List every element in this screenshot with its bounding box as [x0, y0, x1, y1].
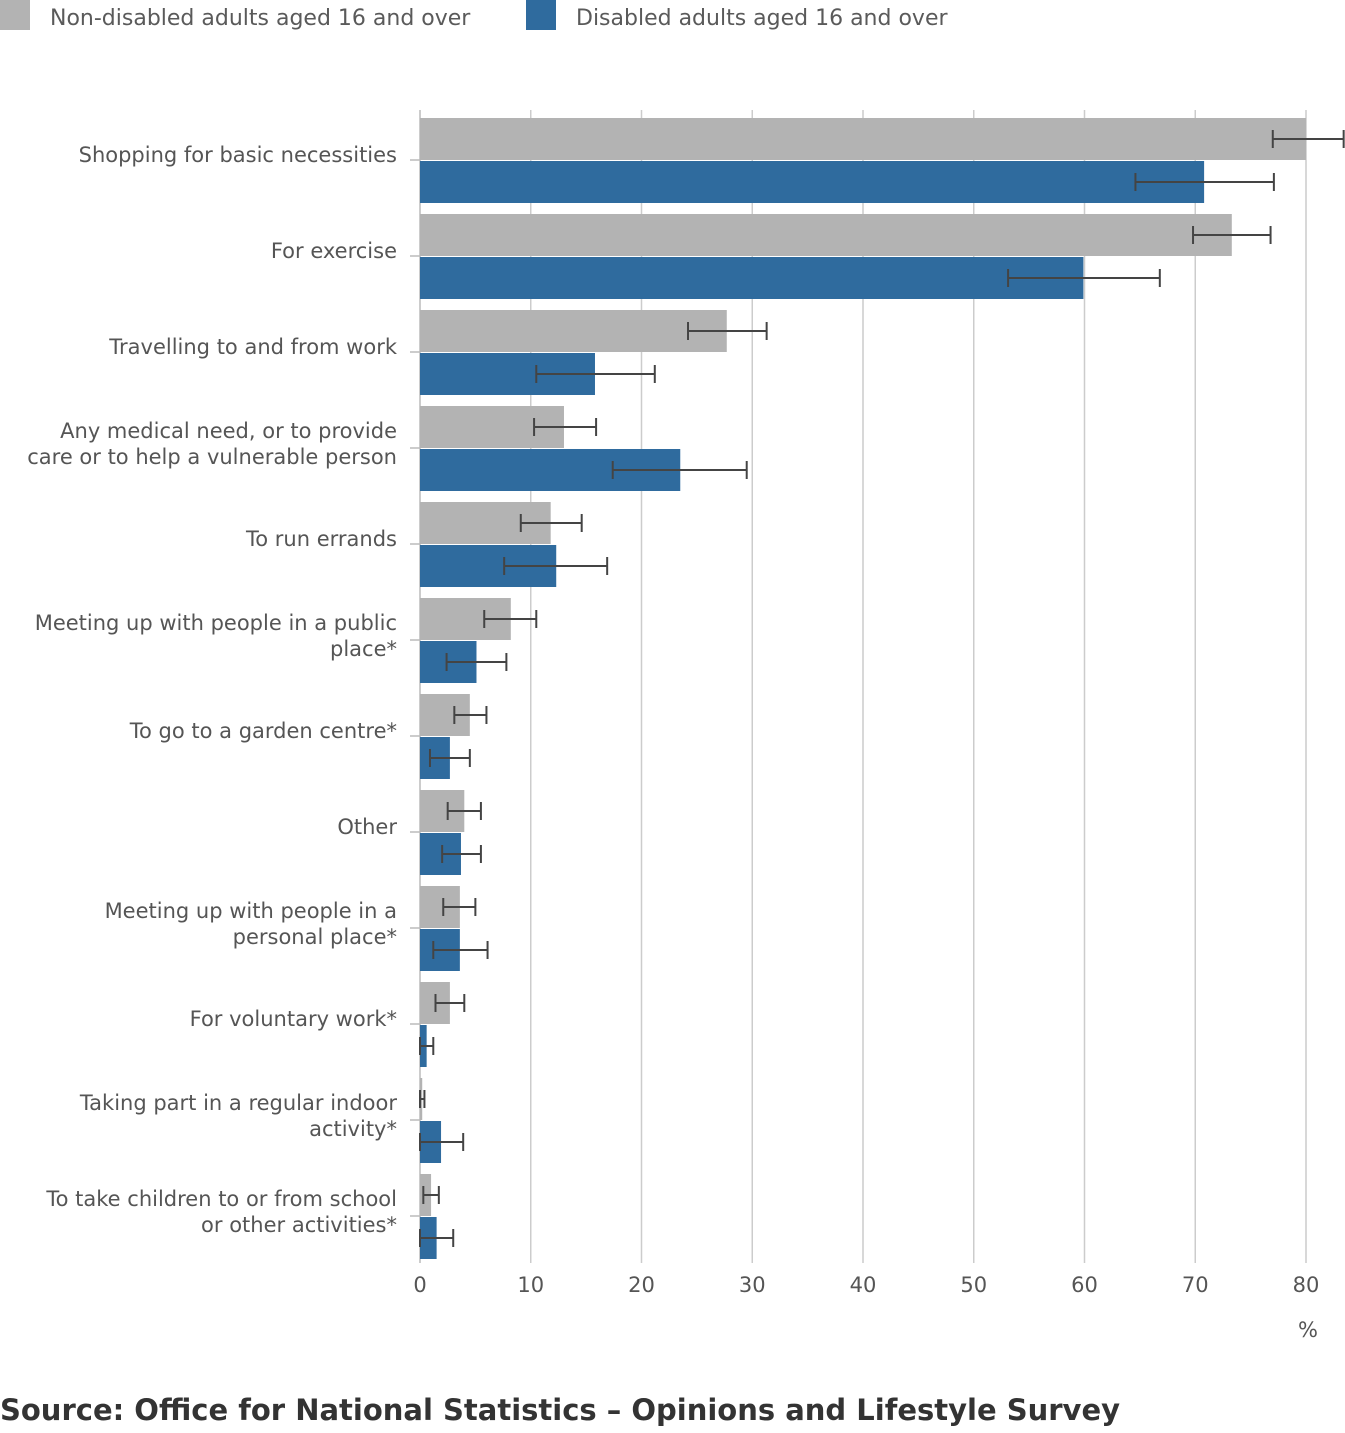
- bar-non-disabled-0: [420, 118, 1306, 160]
- bar-chart: Shopping for basic necessities For exerci…: [27, 110, 1345, 1342]
- category-label-1-0: For exercise: [271, 239, 397, 263]
- error-bar-disabled-8: [432, 941, 489, 959]
- category-label-6-0: To go to a garden centre*: [129, 719, 397, 743]
- bar-disabled-1: [420, 257, 1084, 299]
- category-label-8-1: personal place*: [233, 925, 397, 949]
- category-label-3-0: Any medical need, or to provide: [60, 419, 397, 443]
- error-bar-non-disabled-0: [1271, 130, 1345, 148]
- error-bar-non-disabled-11: [422, 1186, 440, 1204]
- category-label-3-1: care or to help a vulnerable person: [27, 445, 397, 469]
- x-tick-label-60: 60: [1071, 1273, 1098, 1297]
- x-axis-tick-labels: 0 10 20 30 40 50 60 70 80: [413, 1273, 1319, 1297]
- x-tick-label-20: 20: [628, 1273, 655, 1297]
- error-bar-disabled-10: [419, 1133, 465, 1151]
- chart-legend: Non-disabled adults aged 16 and over Dis…: [0, 0, 1345, 44]
- bar-non-disabled-1: [420, 214, 1232, 256]
- error-bars: [419, 130, 1345, 1247]
- category-label-10-0: Taking part in a regular indoor: [79, 1091, 398, 1115]
- error-bar-non-disabled-5: [483, 610, 538, 628]
- category-labels: Shopping for basic necessities For exerci…: [27, 143, 398, 1237]
- error-bar-disabled-7: [441, 845, 482, 863]
- error-bar-disabled-6: [428, 749, 471, 767]
- error-bar-disabled-5: [445, 653, 508, 671]
- error-bar-non-disabled-7: [446, 802, 482, 820]
- grid-lines: [419, 110, 1307, 1263]
- error-bar-disabled-4: [503, 557, 609, 575]
- error-bar-non-disabled-1: [1192, 226, 1272, 244]
- error-bar-non-disabled-8: [442, 898, 477, 916]
- source-note: Source: Office for National Statistics –…: [0, 1393, 1121, 1427]
- x-tick-label-70: 70: [1182, 1273, 1209, 1297]
- legend-label-non-disabled: Non-disabled adults aged 16 and over: [50, 6, 471, 31]
- legend-swatch-non-disabled: [0, 0, 30, 30]
- category-label-5-0: Meeting up with people in a public: [35, 611, 397, 635]
- x-axis-unit-label: %: [1298, 1318, 1318, 1342]
- error-bar-disabled-1: [1007, 269, 1161, 287]
- category-label-11-1: or other activities*: [201, 1213, 397, 1237]
- error-bar-non-disabled-3: [533, 418, 598, 436]
- error-bar-disabled-2: [535, 365, 656, 383]
- error-bar-disabled-9: [419, 1037, 435, 1055]
- error-bar-disabled-0: [1134, 173, 1275, 191]
- error-bar-non-disabled-4: [519, 514, 583, 532]
- bar-non-disabled-2: [420, 310, 727, 352]
- category-label-7-0: Other: [337, 815, 397, 839]
- legend-label-disabled: Disabled adults aged 16 and over: [576, 6, 948, 31]
- category-label-10-1: activity*: [309, 1117, 397, 1141]
- category-label-8-0: Meeting up with people in a: [105, 899, 397, 923]
- error-bar-non-disabled-2: [687, 322, 768, 340]
- y-axis-ticks: [410, 159, 420, 1217]
- category-label-4-0: To run errands: [245, 527, 397, 551]
- error-bar-non-disabled-10: [419, 1090, 426, 1108]
- category-label-9-0: For voluntary work*: [190, 1007, 397, 1031]
- bar-disabled-0: [420, 161, 1205, 203]
- category-label-2-0: Travelling to and from work: [108, 335, 398, 359]
- error-bar-non-disabled-6: [453, 706, 488, 724]
- x-tick-label-10: 10: [517, 1273, 544, 1297]
- legend-swatch-disabled: [526, 0, 556, 30]
- x-tick-label-30: 30: [739, 1273, 766, 1297]
- category-label-5-1: place*: [330, 637, 397, 661]
- x-tick-label-50: 50: [960, 1273, 987, 1297]
- x-tick-label-80: 80: [1293, 1273, 1320, 1297]
- error-bar-disabled-11: [419, 1229, 455, 1247]
- category-label-11-0: To take children to or from school: [45, 1187, 397, 1211]
- x-tick-label-0: 0: [413, 1273, 426, 1297]
- x-tick-label-40: 40: [850, 1273, 877, 1297]
- category-label-0-0: Shopping for basic necessities: [79, 143, 397, 167]
- error-bar-non-disabled-9: [434, 994, 466, 1012]
- error-bar-disabled-3: [611, 461, 748, 479]
